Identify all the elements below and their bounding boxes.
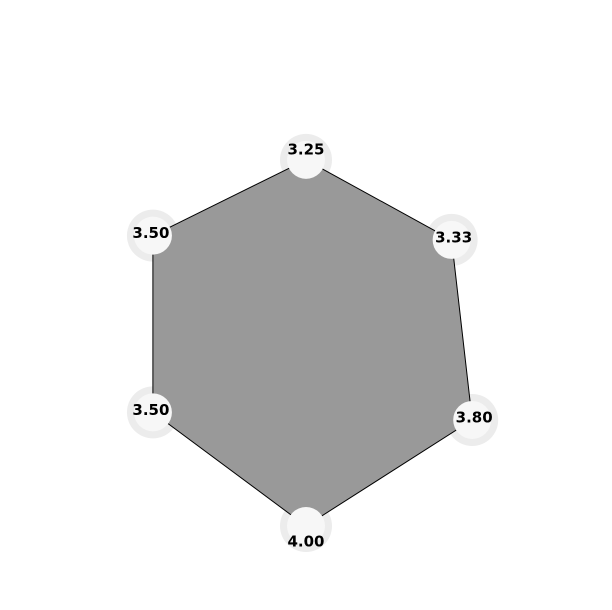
vertex-label: 4.00 — [287, 533, 324, 551]
vertex-marker-core — [432, 220, 471, 259]
vertex-labels: 3.25 3.33 3.80 4.00 3.50 3.50 — [132, 140, 492, 550]
vertex-marker-core — [287, 140, 325, 179]
vertex-marker-core — [133, 393, 172, 432]
vertex-label: 3.25 — [287, 140, 324, 158]
data-polygon — [152, 159, 473, 527]
vertex-marker-core — [287, 507, 325, 545]
vertex-label: 3.80 — [456, 408, 493, 426]
vertex-marker-core — [133, 216, 172, 255]
vertex-label: 3.33 — [435, 228, 472, 246]
vertex-marker-core — [453, 400, 492, 439]
vertex-label: 3.50 — [132, 224, 169, 242]
vertex-label: 3.50 — [132, 401, 169, 419]
vertex-marker-cores — [133, 140, 492, 545]
